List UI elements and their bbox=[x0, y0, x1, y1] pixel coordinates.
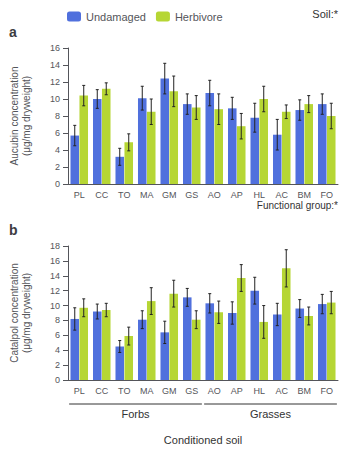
svg-text:2: 2 bbox=[55, 162, 60, 172]
svg-text:MA: MA bbox=[140, 386, 154, 396]
svg-text:2: 2 bbox=[55, 360, 60, 370]
svg-text:0: 0 bbox=[55, 179, 60, 189]
svg-text:12: 12 bbox=[50, 286, 60, 296]
svg-text:GM: GM bbox=[162, 386, 177, 396]
svg-text:GS: GS bbox=[185, 190, 198, 200]
svg-text:Conditioned soil: Conditioned soil bbox=[164, 434, 242, 446]
svg-text:GM: GM bbox=[162, 190, 177, 200]
svg-text:(μg/mg dryweight): (μg/mg dryweight) bbox=[21, 273, 32, 353]
svg-text:12: 12 bbox=[50, 77, 60, 87]
svg-text:Soil:*: Soil:* bbox=[312, 8, 338, 20]
svg-text:TO: TO bbox=[118, 386, 130, 396]
svg-text:6: 6 bbox=[55, 330, 60, 340]
svg-text:MA: MA bbox=[140, 190, 154, 200]
svg-text:AC: AC bbox=[275, 190, 288, 200]
svg-text:14: 14 bbox=[50, 271, 60, 281]
svg-text:PL: PL bbox=[74, 386, 85, 396]
svg-text:0: 0 bbox=[55, 375, 60, 385]
svg-text:Aucubin concentration: Aucubin concentration bbox=[9, 67, 20, 166]
svg-text:16: 16 bbox=[50, 256, 60, 266]
svg-text:4: 4 bbox=[55, 345, 60, 355]
svg-text:AO: AO bbox=[208, 386, 221, 396]
svg-text:FO: FO bbox=[321, 386, 334, 396]
svg-text:GS: GS bbox=[185, 386, 198, 396]
svg-text:HL: HL bbox=[253, 190, 265, 200]
svg-text:AP: AP bbox=[231, 386, 243, 396]
svg-text:PL: PL bbox=[74, 190, 85, 200]
svg-text:Forbs: Forbs bbox=[121, 408, 150, 420]
svg-text:4: 4 bbox=[55, 145, 60, 155]
svg-text:TO: TO bbox=[118, 190, 130, 200]
svg-text:10: 10 bbox=[50, 94, 60, 104]
svg-text:a: a bbox=[9, 24, 17, 40]
svg-text:8: 8 bbox=[55, 111, 60, 121]
svg-text:BM: BM bbox=[298, 386, 312, 396]
svg-text:6: 6 bbox=[55, 128, 60, 138]
svg-text:14: 14 bbox=[50, 60, 60, 70]
svg-text:CC: CC bbox=[95, 386, 108, 396]
svg-text:8: 8 bbox=[55, 315, 60, 325]
svg-text:b: b bbox=[9, 222, 18, 238]
svg-text:Grasses: Grasses bbox=[250, 408, 291, 420]
svg-text:16: 16 bbox=[50, 43, 60, 53]
svg-text:AC: AC bbox=[275, 386, 288, 396]
svg-text:10: 10 bbox=[50, 301, 60, 311]
svg-text:Undamaged: Undamaged bbox=[86, 11, 146, 23]
svg-text:Catalpol concentration: Catalpol concentration bbox=[9, 263, 20, 363]
svg-text:(μg/mg dryweight): (μg/mg dryweight) bbox=[21, 76, 32, 156]
svg-text:CC: CC bbox=[95, 190, 108, 200]
svg-text:Functional group:*: Functional group:* bbox=[257, 200, 338, 211]
svg-text:HL: HL bbox=[253, 386, 265, 396]
svg-text:BM: BM bbox=[298, 190, 312, 200]
svg-text:AO: AO bbox=[208, 190, 221, 200]
svg-text:FO: FO bbox=[321, 190, 334, 200]
svg-text:Herbivore: Herbivore bbox=[175, 11, 223, 23]
svg-text:18: 18 bbox=[50, 241, 60, 251]
svg-text:AP: AP bbox=[231, 190, 243, 200]
